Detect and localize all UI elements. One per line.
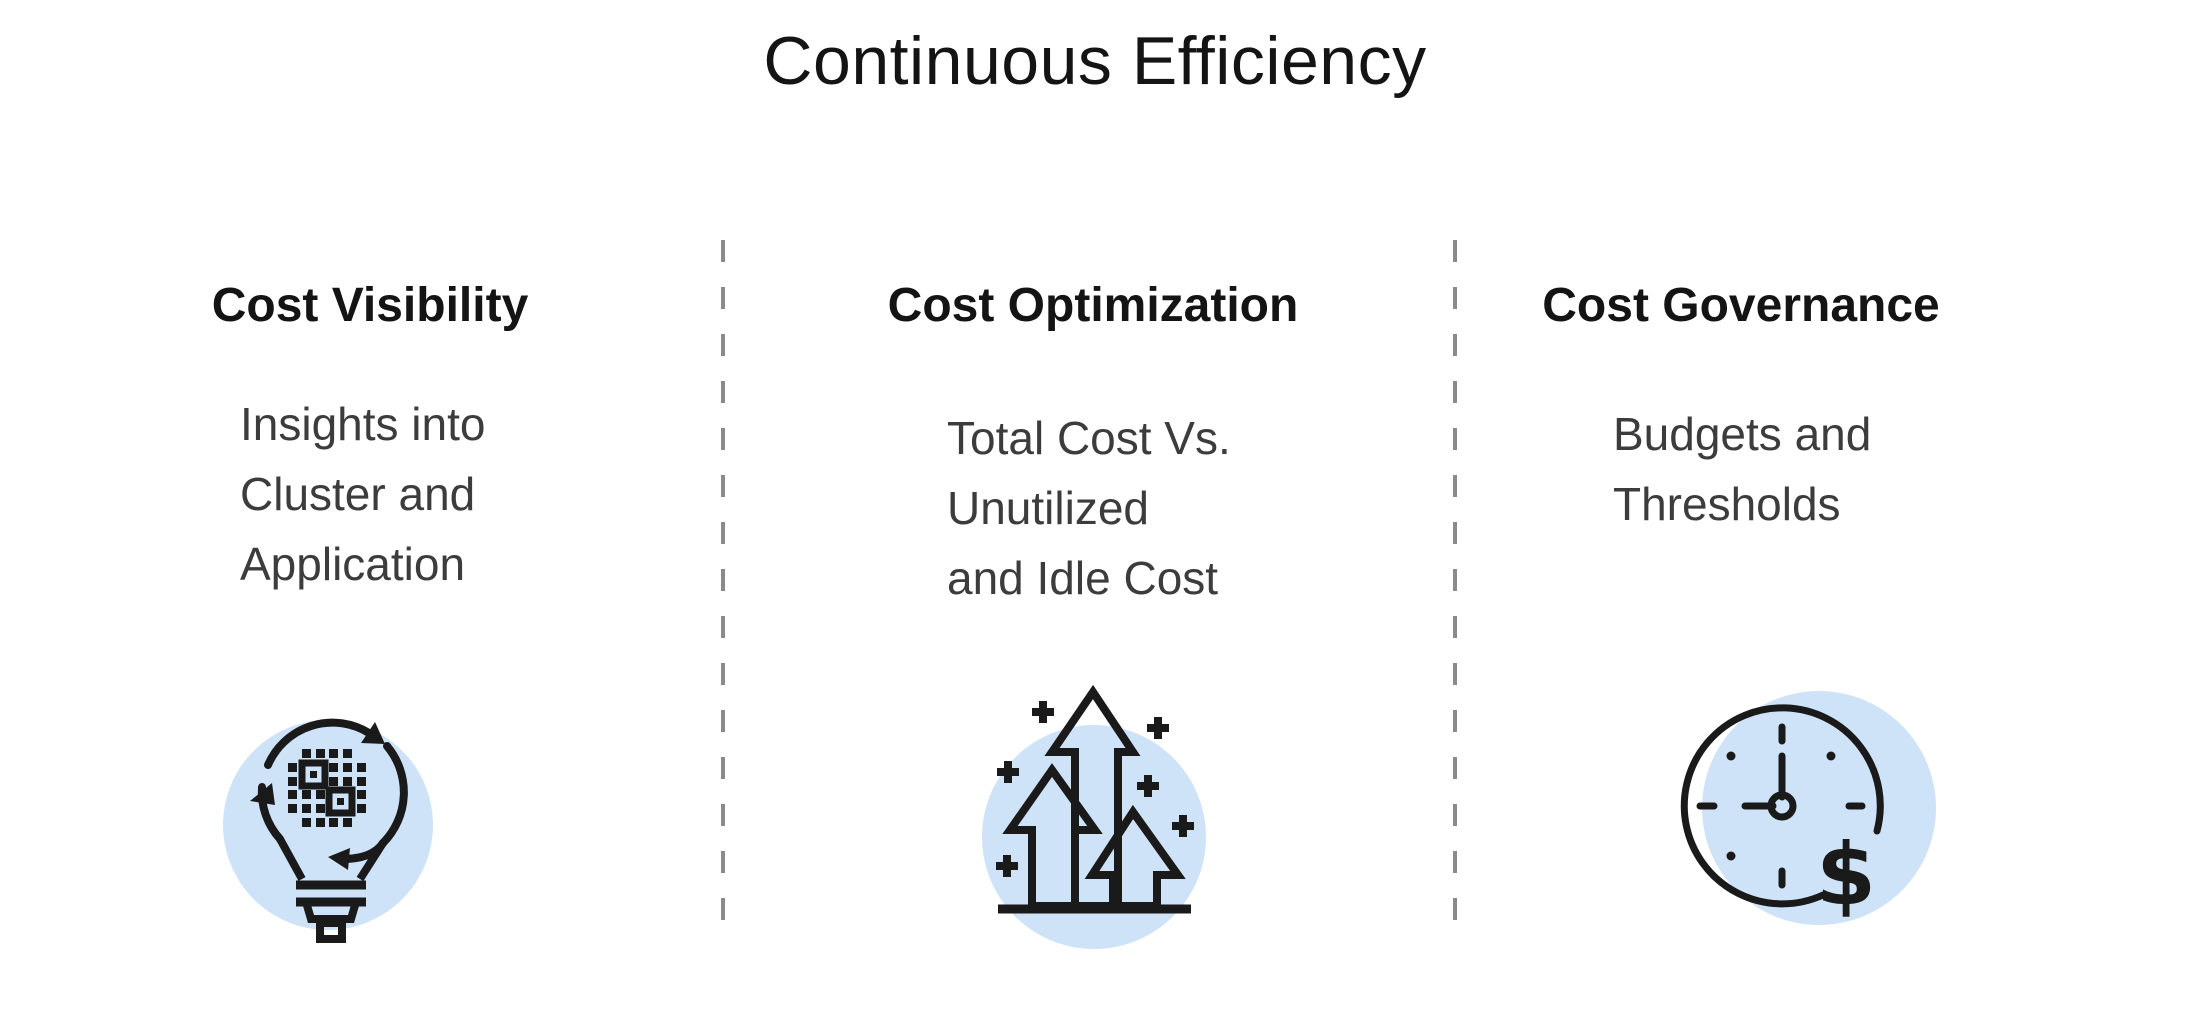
plus-sparkles (996, 701, 1194, 877)
pixel-grid (288, 749, 366, 827)
description-line: Unutilized (947, 482, 1149, 534)
description-line: Budgets and (1613, 408, 1872, 460)
column-description-cost-optimization: Total Cost Vs. Unutilized and Idle Cost (947, 403, 1231, 613)
growth-arrows-icon (982, 684, 1206, 949)
description-line: and Idle Cost (947, 552, 1219, 604)
dollar-sign: $ (1816, 825, 1876, 925)
column-heading-cost-governance: Cost Governance (1542, 279, 1940, 332)
column-heading-cost-visibility: Cost Visibility (211, 279, 529, 332)
column-divider (1453, 240, 1457, 942)
column-description-cost-visibility: Insights into Cluster and Application (240, 389, 485, 599)
column-description-cost-governance: Budgets and Thresholds (1613, 399, 1871, 539)
description-line: Thresholds (1613, 478, 1841, 530)
description-line: Application (240, 538, 466, 590)
lightbulb-data-cycle-icon (223, 718, 433, 943)
column-divider (721, 240, 725, 942)
description-line: Insights into (240, 398, 486, 450)
description-line: Total Cost Vs. (947, 412, 1231, 464)
clock-ticks (1696, 723, 1866, 889)
column-heading-cost-optimization: Cost Optimization (887, 279, 1299, 332)
diagram-title: Continuous Efficiency (763, 23, 1427, 99)
clock-dots (1726, 751, 1836, 861)
description-line: Cluster and (240, 468, 476, 520)
clock-dollar-icon: $ (1680, 691, 1936, 925)
